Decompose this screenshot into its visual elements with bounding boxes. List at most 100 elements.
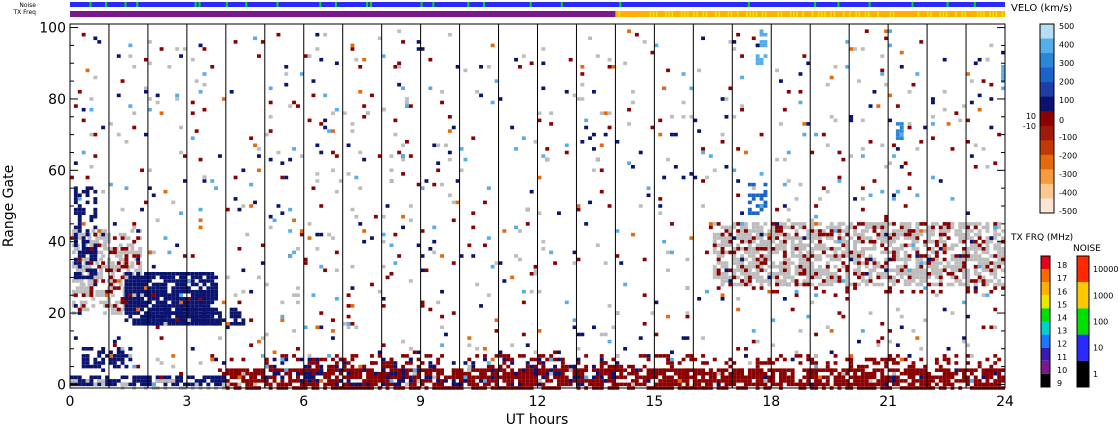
data-cell (190, 304, 195, 308)
data-cell (428, 354, 433, 358)
data-cell (658, 368, 663, 372)
data-cell (997, 232, 1002, 237)
data-cell (436, 161, 441, 165)
data-cell (915, 261, 920, 265)
data-cell (155, 93, 160, 98)
data-cell (576, 347, 581, 351)
data-cell (825, 282, 830, 287)
data-cell (884, 275, 889, 280)
data-cell (260, 375, 265, 380)
data-cell (296, 247, 300, 251)
data-cell (732, 236, 737, 240)
y-tick-label: 80 (48, 92, 66, 108)
velocity-tick-label: -200 (1059, 152, 1077, 161)
data-cell (907, 243, 912, 248)
txfreq-bar-mark (655, 11, 658, 17)
data-cell (634, 371, 639, 376)
data-cell (759, 207, 764, 212)
data-cell (171, 311, 176, 315)
data-cell (179, 293, 183, 297)
data-cell (806, 371, 811, 376)
data-cell (144, 300, 148, 305)
data-cell (673, 382, 678, 387)
data-cell (120, 236, 125, 240)
data-cell (798, 254, 803, 258)
data-cell (705, 175, 709, 180)
data-cell (942, 222, 947, 226)
data-cell (73, 232, 78, 237)
noise-tick-label: 1 (1093, 370, 1098, 379)
data-cell (284, 65, 289, 69)
data-cell (420, 254, 425, 258)
data-cell (646, 357, 651, 362)
data-cell (884, 268, 889, 273)
y-tick-label: 20 (48, 306, 66, 322)
data-cell (214, 186, 218, 190)
data-cell (938, 364, 943, 369)
data-cell (981, 225, 986, 230)
data-cell (198, 318, 203, 322)
data-cell (841, 279, 846, 283)
data-cell (755, 275, 760, 280)
data-cell (147, 318, 152, 322)
data-cell (759, 382, 764, 387)
data-cell (845, 379, 850, 383)
data-cell (759, 247, 764, 251)
data-cell (775, 357, 779, 362)
data-cell (537, 111, 542, 115)
data-cell (564, 375, 569, 380)
data-cell (202, 300, 207, 305)
data-cell (486, 375, 491, 380)
data-cell (946, 368, 951, 372)
data-cell (120, 264, 125, 269)
data-cell (810, 375, 815, 380)
data-cell (218, 311, 222, 315)
data-cell (962, 268, 966, 273)
txfreq-tick-label: 11 (1057, 353, 1067, 362)
data-cell (147, 61, 152, 66)
data-cell (954, 264, 959, 269)
data-cell (89, 243, 94, 248)
data-cell (732, 257, 737, 262)
data-cell (272, 379, 277, 383)
data-cell (502, 354, 507, 358)
data-cell (884, 357, 889, 362)
data-cell (120, 247, 125, 251)
txfreq-swatch (1041, 282, 1050, 296)
data-cell (860, 382, 865, 387)
data-cell (849, 225, 854, 230)
data-cell (385, 361, 390, 365)
txfreq-bar-mark (652, 11, 655, 17)
data-cell (537, 361, 542, 365)
data-cell (280, 357, 285, 362)
data-cell (825, 382, 830, 387)
data-cell (755, 382, 760, 387)
data-cell (985, 243, 990, 248)
data-cell (560, 379, 565, 383)
data-cell (105, 304, 109, 308)
data-cell (128, 304, 133, 308)
data-cell (124, 257, 129, 262)
data-cell (985, 368, 990, 372)
data-cell (89, 347, 94, 351)
data-cell (502, 361, 507, 365)
data-cell (751, 275, 756, 280)
data-cell (510, 368, 515, 372)
data-cell (814, 382, 818, 387)
data-cell (79, 289, 84, 294)
data-cell (650, 125, 655, 130)
data-cell (101, 350, 106, 355)
data-cell (599, 168, 604, 173)
data-cell (237, 247, 242, 251)
data-cell (299, 232, 304, 237)
data-cell (370, 361, 374, 365)
data-cell (833, 354, 838, 358)
data-cell (946, 379, 951, 383)
data-cell (416, 368, 421, 372)
data-cell (288, 229, 293, 233)
data-cell (323, 357, 328, 362)
data-cell (221, 361, 226, 365)
data-cell (124, 300, 129, 305)
data-cell (782, 261, 787, 265)
data-cell (802, 282, 807, 287)
